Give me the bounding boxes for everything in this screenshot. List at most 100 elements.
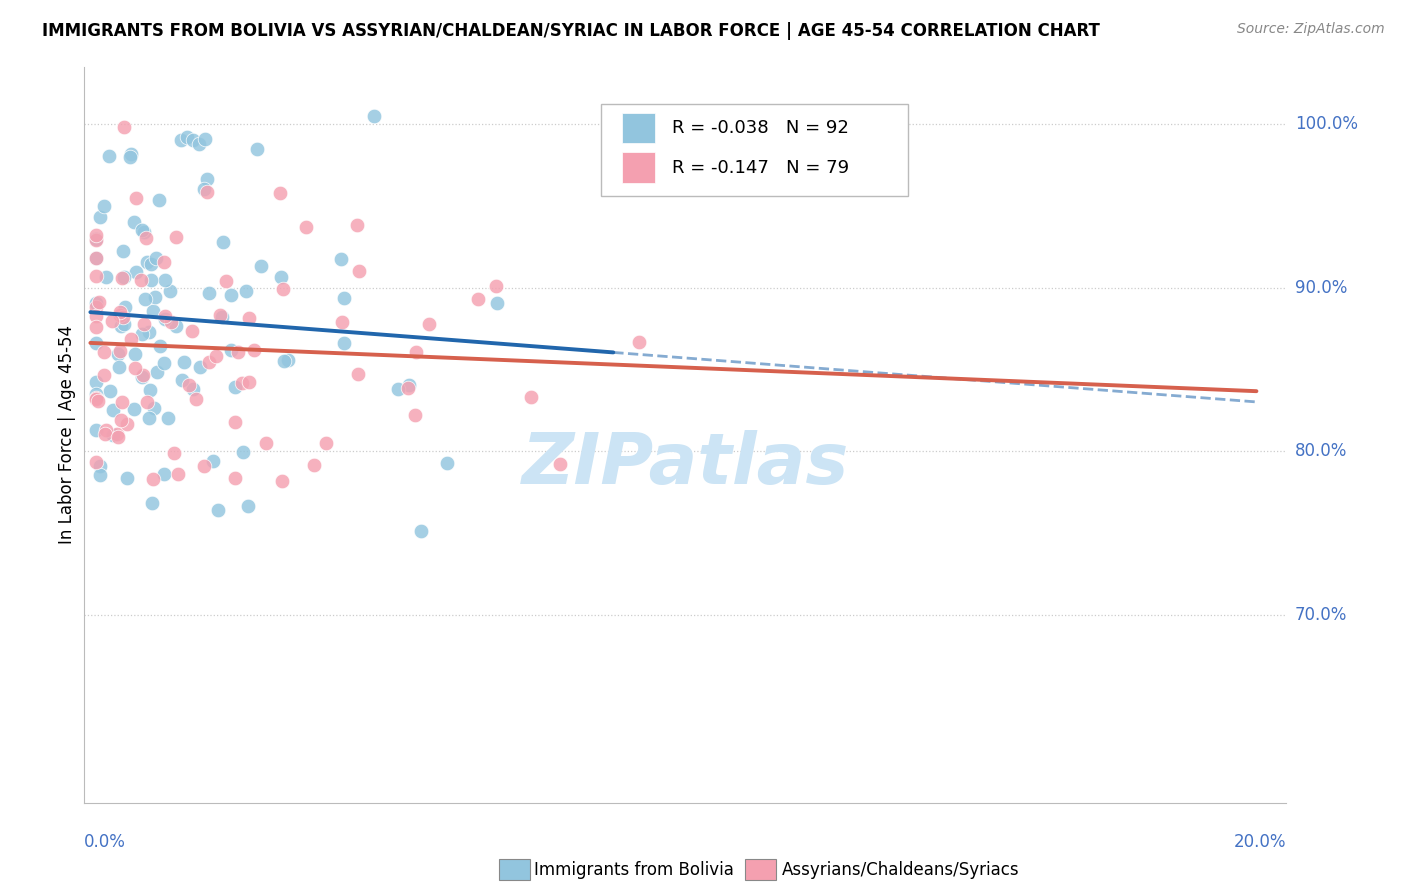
Point [103, 428, 125, 442]
Point [271, 475, 294, 489]
Text: IMMIGRANTS FROM BOLIVIA VS ASSYRIAN/CHALDEAN/SYRIAC IN LABOR FORCE | AGE 45-54 C: IMMIGRANTS FROM BOLIVIA VS ASSYRIAN/CHAL… [42, 22, 1099, 40]
Point [159, 284, 181, 298]
Point [162, 446, 184, 460]
Point [93, 199, 115, 213]
Point [181, 382, 204, 396]
Point [86, 227, 108, 242]
Point [181, 133, 204, 147]
Point [153, 356, 176, 370]
Point [112, 317, 135, 331]
Point [86, 309, 108, 323]
Point [398, 378, 420, 392]
Point [93, 368, 115, 382]
Point [295, 220, 318, 235]
Point [405, 345, 427, 359]
Point [94, 269, 117, 284]
Point [136, 394, 159, 409]
Point [101, 402, 124, 417]
Point [132, 225, 155, 239]
Point [387, 382, 409, 396]
Point [238, 375, 260, 389]
Point [269, 186, 291, 200]
Point [195, 185, 218, 199]
Point [138, 410, 160, 425]
Point [86, 251, 108, 265]
Point [122, 215, 145, 229]
Bar [621, 153, 655, 183]
Text: Assyrians/Chaldeans/Syriacs: Assyrians/Chaldeans/Syriacs [782, 861, 1019, 879]
Point [135, 230, 157, 244]
Point [347, 367, 370, 381]
Text: 80.0%: 80.0% [1295, 442, 1347, 460]
Point [86, 386, 108, 401]
Point [235, 284, 257, 298]
Point [195, 172, 218, 186]
Point [180, 324, 202, 338]
Point [155, 309, 177, 323]
Point [153, 311, 176, 326]
Point [271, 282, 294, 296]
Point [89, 467, 111, 482]
FancyBboxPatch shape [602, 103, 908, 195]
Point [148, 193, 170, 207]
Point [224, 471, 246, 485]
Point [207, 502, 229, 516]
Point [101, 314, 124, 328]
Point [131, 370, 153, 384]
Point [231, 376, 253, 391]
Point [120, 332, 142, 346]
Point [236, 499, 259, 513]
Point [159, 314, 181, 328]
Point [404, 408, 426, 422]
Bar [621, 112, 655, 144]
Point [486, 295, 509, 310]
Point [270, 270, 292, 285]
Point [212, 235, 235, 250]
Point [238, 310, 260, 325]
Point [131, 223, 153, 237]
Text: Source: ZipAtlas.com: Source: ZipAtlas.com [1237, 22, 1385, 37]
Point [112, 269, 135, 284]
Point [132, 368, 155, 382]
Point [169, 133, 191, 147]
Point [396, 381, 419, 395]
Point [117, 417, 139, 432]
Point [254, 435, 277, 450]
Point [232, 445, 254, 459]
Point [89, 458, 111, 473]
Point [333, 291, 356, 305]
Point [315, 435, 337, 450]
Point [176, 130, 198, 145]
Point [202, 454, 225, 468]
Point [87, 394, 110, 409]
Point [111, 394, 134, 409]
Point [134, 292, 156, 306]
Point [165, 318, 187, 333]
Point [467, 292, 489, 306]
Point [86, 251, 108, 265]
Point [138, 383, 160, 397]
Point [197, 285, 219, 300]
Point [142, 471, 165, 485]
Point [277, 353, 299, 368]
Point [124, 360, 146, 375]
Point [110, 309, 132, 323]
Point [197, 355, 219, 369]
Point [129, 273, 152, 287]
Point [89, 210, 111, 224]
Point [108, 344, 131, 359]
Point [363, 109, 385, 123]
Point [86, 392, 108, 406]
Point [110, 304, 132, 318]
Point [179, 378, 201, 392]
Point [86, 232, 108, 246]
Point [519, 390, 541, 404]
Text: 20.0%: 20.0% [1234, 833, 1286, 851]
Point [141, 496, 163, 510]
Point [173, 355, 195, 369]
Point [409, 524, 432, 539]
Point [124, 401, 146, 416]
Point [157, 411, 180, 425]
Point [94, 424, 117, 438]
Point [153, 467, 176, 482]
